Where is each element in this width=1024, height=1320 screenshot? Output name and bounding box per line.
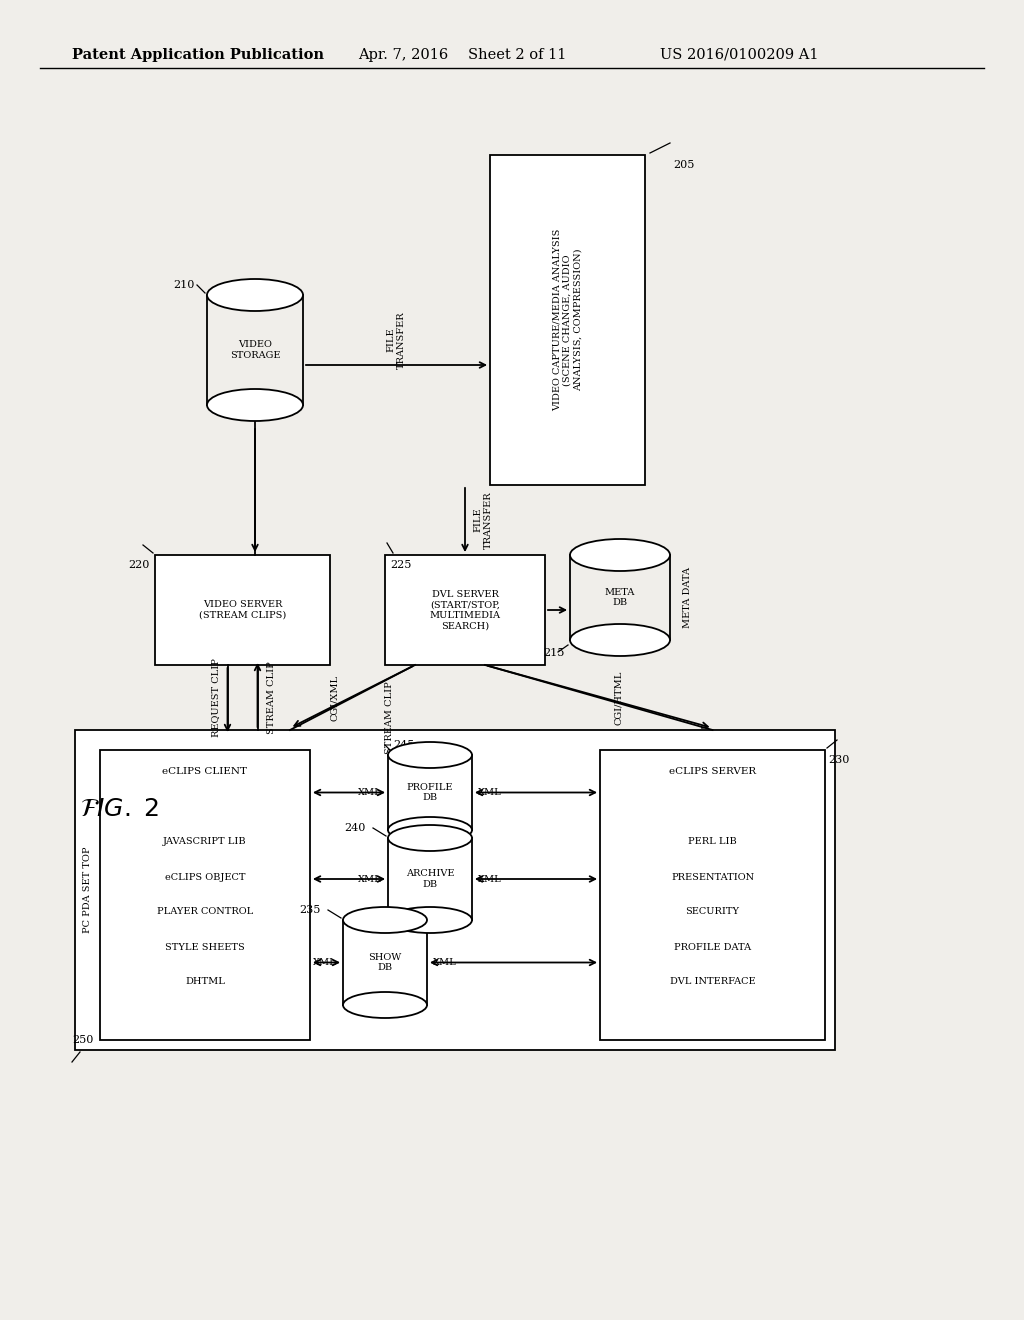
Text: Patent Application Publication: Patent Application Publication bbox=[72, 48, 324, 62]
Text: Sheet 2 of 11: Sheet 2 of 11 bbox=[468, 48, 566, 62]
Text: eCLIPS CLIENT: eCLIPS CLIENT bbox=[163, 767, 248, 776]
Text: eCLIPS OBJECT: eCLIPS OBJECT bbox=[165, 873, 246, 882]
Text: $\mathcal{F}IG.\ 2$: $\mathcal{F}IG.\ 2$ bbox=[80, 799, 160, 821]
Text: 215: 215 bbox=[544, 648, 565, 657]
Bar bbox=[490, 154, 645, 484]
Text: REQUEST CLIP: REQUEST CLIP bbox=[211, 659, 220, 737]
Text: VIDEO CAPTURE/MEDIA ANALYSIS
(SCENE CHANGE, AUDIO
ANALYSIS, COMPRESSION): VIDEO CAPTURE/MEDIA ANALYSIS (SCENE CHAN… bbox=[553, 228, 583, 412]
Text: CGI/HTML: CGI/HTML bbox=[614, 671, 624, 725]
Text: ARCHIVE
DB: ARCHIVE DB bbox=[406, 870, 455, 888]
Ellipse shape bbox=[570, 539, 670, 572]
Text: eCLIPS SERVER: eCLIPS SERVER bbox=[669, 767, 756, 776]
Text: FILE
TRANSFER: FILE TRANSFER bbox=[387, 312, 407, 368]
Text: FILE
TRANSFER: FILE TRANSFER bbox=[473, 491, 493, 549]
Bar bbox=[100, 750, 310, 1040]
Text: META DATA: META DATA bbox=[683, 568, 692, 628]
Text: XML: XML bbox=[433, 958, 457, 968]
Text: XML: XML bbox=[358, 874, 382, 883]
Text: SHOW
DB: SHOW DB bbox=[369, 953, 401, 973]
Text: SECURITY: SECURITY bbox=[685, 908, 739, 916]
Text: 250: 250 bbox=[72, 1035, 93, 1045]
Text: 240: 240 bbox=[345, 822, 366, 833]
Bar bbox=[600, 750, 825, 1040]
Ellipse shape bbox=[343, 993, 427, 1018]
Text: STREAM CLIP: STREAM CLIP bbox=[267, 661, 276, 734]
Text: PROFILE DATA: PROFILE DATA bbox=[674, 942, 751, 952]
Text: 245: 245 bbox=[393, 741, 415, 750]
Bar bbox=[385, 554, 545, 665]
Ellipse shape bbox=[388, 825, 472, 851]
Bar bbox=[155, 554, 330, 665]
Text: 205: 205 bbox=[673, 160, 694, 170]
Ellipse shape bbox=[388, 817, 472, 843]
Text: PC PDA SET TOP: PC PDA SET TOP bbox=[83, 846, 91, 933]
Ellipse shape bbox=[388, 907, 472, 933]
Text: 230: 230 bbox=[828, 755, 849, 766]
Text: US 2016/0100209 A1: US 2016/0100209 A1 bbox=[660, 48, 818, 62]
Text: XML: XML bbox=[478, 874, 502, 883]
Text: DHTML: DHTML bbox=[185, 978, 225, 986]
Text: 220: 220 bbox=[129, 560, 150, 570]
Text: VIDEO
STORAGE: VIDEO STORAGE bbox=[229, 341, 281, 360]
Bar bbox=[75, 730, 835, 1049]
Text: XML: XML bbox=[478, 788, 502, 797]
Text: Apr. 7, 2016: Apr. 7, 2016 bbox=[358, 48, 449, 62]
Text: JAVASCRIPT LIB: JAVASCRIPT LIB bbox=[163, 837, 247, 846]
Ellipse shape bbox=[207, 279, 303, 312]
Text: STYLE SHEETS: STYLE SHEETS bbox=[165, 942, 245, 952]
Ellipse shape bbox=[343, 907, 427, 933]
Text: META
DB: META DB bbox=[605, 587, 635, 607]
Text: XML: XML bbox=[313, 958, 337, 968]
Ellipse shape bbox=[570, 624, 670, 656]
Text: PROFILE
DB: PROFILE DB bbox=[407, 783, 454, 803]
Text: PLAYER CONTROL: PLAYER CONTROL bbox=[157, 908, 253, 916]
Text: 235: 235 bbox=[300, 906, 321, 915]
Text: STREAM CLIP: STREAM CLIP bbox=[385, 681, 394, 754]
Text: DVL SERVER
(START/STOP,
MULTIMEDIA
SEARCH): DVL SERVER (START/STOP, MULTIMEDIA SEARC… bbox=[429, 590, 501, 630]
Text: PRESENTATION: PRESENTATION bbox=[671, 873, 754, 882]
Text: 210: 210 bbox=[174, 280, 195, 290]
Ellipse shape bbox=[207, 389, 303, 421]
Text: 225: 225 bbox=[390, 560, 412, 570]
Text: VIDEO SERVER
(STREAM CLIPS): VIDEO SERVER (STREAM CLIPS) bbox=[199, 601, 286, 619]
Text: PERL LIB: PERL LIB bbox=[688, 837, 737, 846]
Text: DVL INTERFACE: DVL INTERFACE bbox=[670, 978, 756, 986]
Text: CGI/XML: CGI/XML bbox=[330, 675, 339, 721]
Ellipse shape bbox=[388, 742, 472, 768]
Text: XML: XML bbox=[358, 788, 382, 797]
